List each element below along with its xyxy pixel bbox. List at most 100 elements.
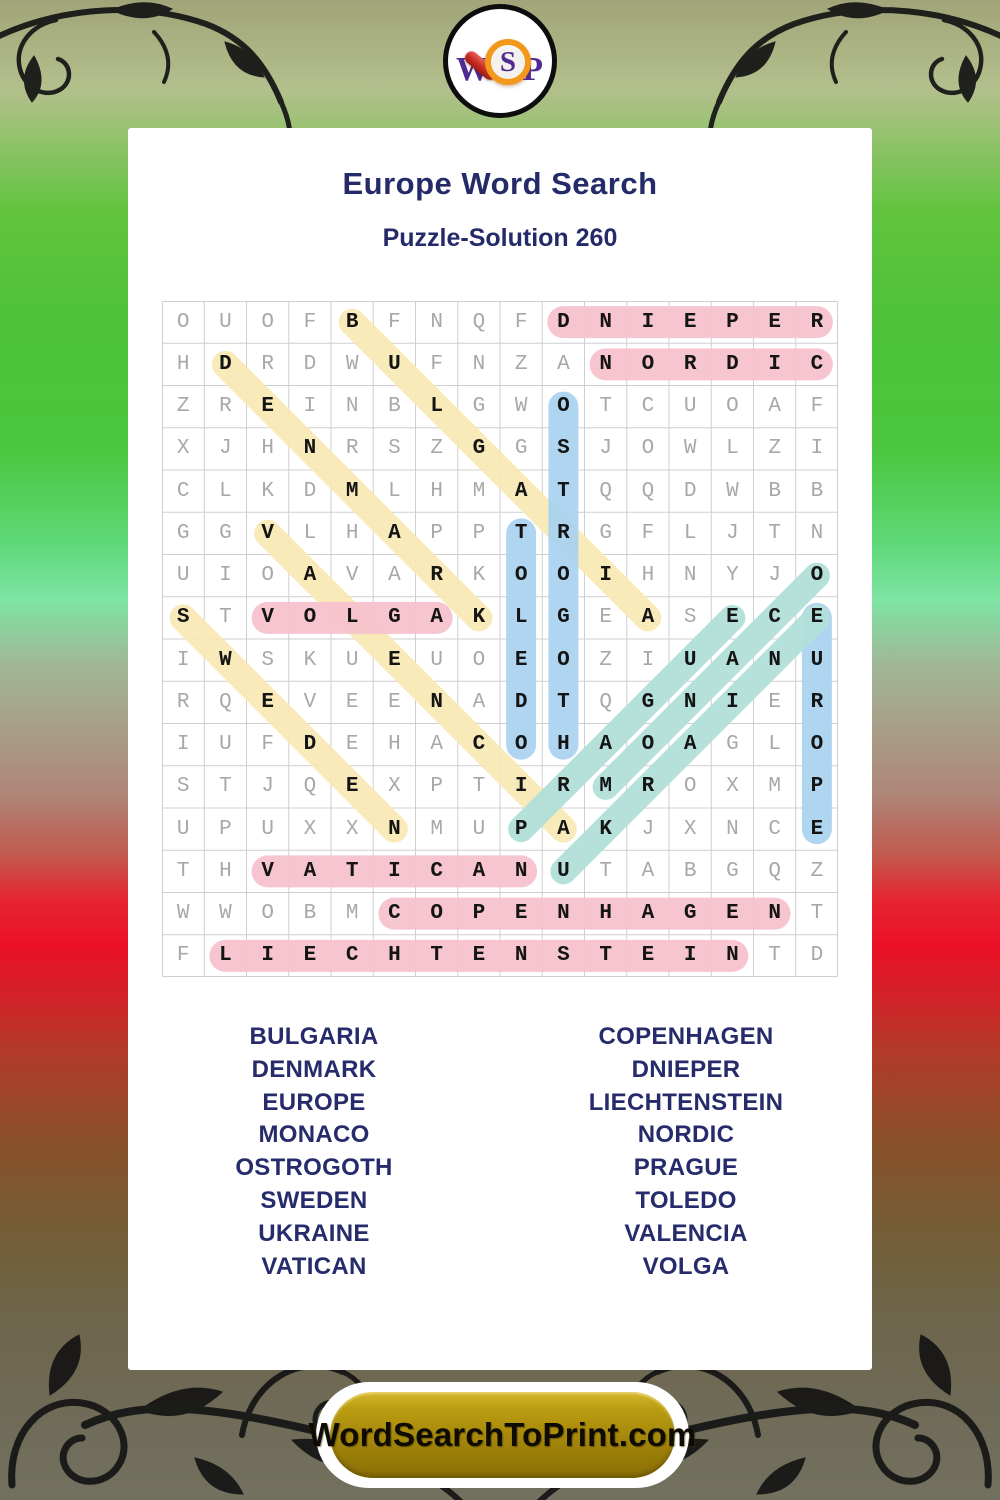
word-list-item: SWEDEN	[260, 1186, 368, 1214]
site-link-button-face: WordSearchToPrint.com	[308, 1392, 696, 1478]
grid-cell: P	[430, 775, 443, 799]
grid-cell: E	[388, 648, 401, 672]
grid-cell: G	[472, 395, 486, 419]
grid-cell: W	[345, 352, 359, 376]
grid-cell: X	[388, 775, 401, 799]
grid-cell: A	[683, 733, 697, 757]
grid-cell: N	[726, 817, 739, 841]
word-list-right-column: COPENHAGEN DNIEPER LIECHTENSTEIN NORDIC PRAG…	[500, 1021, 872, 1283]
grid-cell: D	[303, 733, 317, 757]
grid-cell: R	[345, 437, 359, 461]
grid-cell: G	[219, 521, 232, 545]
grid-cell: O	[641, 733, 655, 757]
grid-cell: E	[345, 733, 359, 757]
grid-cell: A	[557, 817, 570, 841]
grid-cell: M	[768, 775, 781, 799]
word-list-item: UKRAINE	[258, 1219, 370, 1247]
grid-cell: V	[303, 690, 317, 714]
highlight-band-sweden	[169, 604, 408, 843]
grid-cell: G	[683, 902, 697, 926]
grid-cell: R	[176, 690, 190, 714]
grid-cell: N	[345, 395, 359, 419]
grid-cell: T	[345, 859, 359, 883]
grid-cell: N	[768, 902, 781, 926]
grid-cell: R	[430, 564, 443, 588]
grid-cell: Q	[472, 310, 486, 334]
grid-cell: X	[726, 775, 739, 799]
puzzle-subtitle: Puzzle-Solution 260	[382, 224, 618, 252]
grid-cell: E	[726, 606, 739, 630]
grid-cell: E	[261, 690, 274, 714]
grid-cell: Z	[599, 648, 612, 672]
grid-cell: A	[472, 690, 486, 714]
highlight-band-prague	[508, 604, 746, 843]
grid-cell: Z	[768, 437, 781, 461]
grid-cell: K	[472, 606, 486, 630]
grid-cell: J	[599, 437, 612, 461]
grid-cell: U	[345, 648, 359, 672]
grid-cell: R	[557, 775, 570, 799]
grid-cell: S	[388, 437, 401, 461]
grid-cell: I	[514, 775, 528, 799]
word-list-item: NORDIC	[637, 1121, 735, 1149]
grid-cell: E	[683, 310, 697, 334]
grid-cell: A	[388, 564, 401, 588]
grid-cell: N	[683, 690, 697, 714]
grid-cell: T	[599, 944, 612, 968]
grid-cell: S	[176, 775, 190, 799]
grid-cell: O	[261, 564, 274, 588]
grid-cell: V	[261, 521, 274, 545]
grid-cell: K	[261, 479, 274, 503]
grid-cell: L	[768, 733, 781, 757]
grid-cell: S	[261, 648, 274, 672]
site-link-label: WordSearchToPrint.com	[308, 1416, 697, 1453]
grid-cell: B	[768, 479, 781, 503]
grid-cell: O	[261, 902, 274, 926]
grid-cell: Q	[641, 479, 655, 503]
word-list-item: VATICAN	[261, 1252, 367, 1280]
grid-cell: F	[430, 352, 443, 376]
grid-cell: D	[514, 690, 528, 714]
grid-cell: I	[726, 690, 739, 714]
grid-cell: L	[430, 395, 443, 419]
grid-cell: X	[345, 817, 359, 841]
site-link-button[interactable]: WordSearchToPrint.com	[308, 1382, 696, 1488]
grid-cell: O	[514, 733, 528, 757]
grid-cell: E	[726, 902, 739, 926]
grid-cell: P	[472, 902, 486, 926]
page-title: Europe Word Search	[342, 166, 658, 201]
grid-cell: D	[219, 352, 232, 376]
grid-cell: T	[430, 944, 443, 968]
grid-cell: C	[768, 606, 781, 630]
grid-cell: U	[219, 310, 232, 334]
grid-cell: L	[345, 606, 359, 630]
grid-cell: A	[641, 902, 655, 926]
grid-cell: E	[261, 395, 274, 419]
grid-cell: Q	[599, 479, 612, 503]
grid-cell: H	[261, 437, 274, 461]
word-list-item: MONACO	[258, 1121, 370, 1149]
grid-cell: P	[430, 521, 443, 545]
grid-cell: V	[261, 859, 274, 883]
grid-cell: B	[345, 310, 359, 334]
grid-cell: G	[599, 521, 612, 545]
grid-cell: R	[810, 310, 824, 334]
grid-cell: D	[303, 352, 317, 376]
grid-cell: H	[388, 944, 401, 968]
grid-cell: Q	[303, 775, 317, 799]
grid-cell: T	[219, 775, 232, 799]
grid-cell: C	[345, 944, 359, 968]
grid-cell: T	[219, 606, 232, 630]
grid-cell: N	[683, 564, 697, 588]
grid-cell: G	[726, 859, 739, 883]
grid-cell: N	[810, 521, 824, 545]
grid-cell: I	[641, 648, 655, 672]
grid-cell: F	[176, 944, 190, 968]
grid-cell: T	[472, 775, 486, 799]
grid-cell: C	[430, 859, 443, 883]
grid-cell: B	[303, 902, 317, 926]
grid-cell: V	[261, 606, 274, 630]
grid-cell: N	[726, 944, 739, 968]
